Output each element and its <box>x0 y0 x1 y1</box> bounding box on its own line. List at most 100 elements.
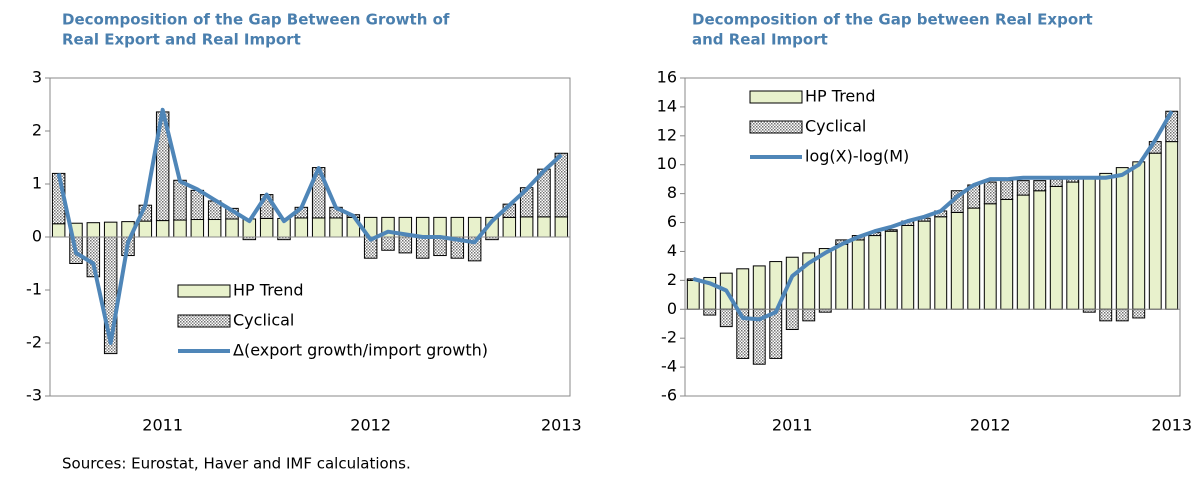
bar <box>967 207 981 310</box>
line <box>56 107 563 345</box>
chart-title: Real Export and Real Import <box>62 31 301 49</box>
bar <box>851 239 865 310</box>
bar <box>103 221 118 238</box>
bar <box>1049 178 1063 187</box>
legend-label: Cyclical <box>233 311 294 330</box>
bar <box>173 219 187 238</box>
bar <box>1099 308 1113 322</box>
legend-label: HP Trend <box>233 281 304 300</box>
x-tick-label: 2012 <box>970 416 1011 435</box>
legend-label: log(X)-log(M) <box>805 147 909 166</box>
bar <box>1049 185 1063 310</box>
y-tick-label: 8 <box>667 183 677 202</box>
bar <box>155 220 170 238</box>
bar <box>311 217 326 238</box>
bar <box>1132 161 1146 310</box>
bar <box>1000 180 1014 200</box>
chart-title: and Real Import <box>692 31 828 49</box>
legend-swatch <box>749 120 803 134</box>
bar <box>1066 181 1080 310</box>
y-tick-label: 1 <box>32 174 42 193</box>
legend-swatch <box>749 90 803 104</box>
y-tick-label: 2 <box>667 270 677 289</box>
y-tick-label: 0 <box>32 227 42 246</box>
chart-title: Decomposition of the Gap Between Growth … <box>62 11 450 29</box>
bar <box>1148 152 1162 310</box>
bar <box>554 152 569 218</box>
bar <box>207 219 222 238</box>
source-note: Sources: Eurostat, Haver and IMF calcula… <box>62 455 411 473</box>
legend-swatch <box>177 314 231 328</box>
bar <box>835 243 849 310</box>
bar <box>1115 167 1129 310</box>
x-tick-label: 2011 <box>142 416 183 435</box>
bar <box>1033 180 1047 192</box>
bar <box>415 236 430 259</box>
y-tick-label: -6 <box>661 386 677 405</box>
y-tick-label: 14 <box>657 96 677 115</box>
y-tick-label: 2 <box>32 121 42 140</box>
bar <box>1016 194 1030 310</box>
chart-title: Decomposition of the Gap between Real Ex… <box>692 11 1093 29</box>
y-tick-label: 3 <box>32 68 42 87</box>
line <box>692 110 1174 322</box>
bar <box>884 230 898 310</box>
bar <box>259 217 274 238</box>
x-tick-label: 2011 <box>772 416 813 435</box>
bar <box>415 216 430 238</box>
bar <box>86 222 101 238</box>
bar <box>519 216 534 238</box>
bar <box>1082 177 1096 310</box>
bar <box>785 308 799 331</box>
bar <box>686 279 700 310</box>
bar <box>1099 172 1113 310</box>
plot-area <box>684 77 1181 397</box>
y-tick-label: -2 <box>26 333 42 352</box>
bar <box>433 216 447 238</box>
bar <box>51 223 66 238</box>
y-tick-label: 0 <box>667 299 677 318</box>
legend-swatch <box>177 284 231 298</box>
bar <box>502 216 517 238</box>
x-tick-label: 2013 <box>1151 416 1192 435</box>
bar <box>433 236 447 257</box>
y-tick-label: 6 <box>667 212 677 231</box>
bar <box>1033 190 1047 310</box>
bar <box>1016 180 1030 196</box>
bar <box>1132 308 1146 319</box>
y-tick-label: -1 <box>26 280 42 299</box>
bar <box>554 216 569 238</box>
bar <box>901 224 915 310</box>
bar <box>190 189 205 221</box>
bar <box>802 308 816 322</box>
bar <box>719 308 733 328</box>
x-tick-label: 2012 <box>350 416 391 435</box>
y-tick-label: -4 <box>661 357 677 376</box>
bar <box>736 268 750 310</box>
legend-label: Δ(export growth/import growth) <box>233 341 488 360</box>
bar <box>294 217 309 238</box>
bar <box>983 181 997 205</box>
bar <box>917 220 931 310</box>
bar <box>173 179 187 221</box>
bar <box>769 308 783 359</box>
legend-label: HP Trend <box>805 87 876 106</box>
y-tick-label: 10 <box>657 154 677 173</box>
y-tick-label: 16 <box>657 68 677 87</box>
bar <box>329 217 343 238</box>
bar <box>868 235 882 310</box>
bar <box>703 308 717 316</box>
y-tick-label: -2 <box>661 328 677 347</box>
bar <box>752 265 766 310</box>
bar <box>190 219 205 238</box>
bar <box>381 236 395 251</box>
bar <box>138 220 153 238</box>
bar <box>1165 141 1179 310</box>
bar <box>537 216 551 238</box>
bar <box>934 216 948 310</box>
bar <box>950 211 964 310</box>
y-tick-label: 4 <box>667 241 677 260</box>
bar <box>1000 198 1014 310</box>
bar <box>398 236 413 254</box>
